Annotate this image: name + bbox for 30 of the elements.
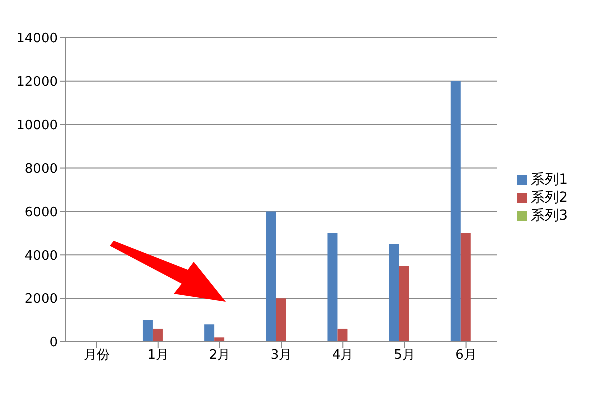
x-tick-label: 5月	[394, 348, 416, 364]
legend-label: 系列3	[531, 208, 568, 224]
x-tick-label: 月份	[84, 348, 110, 364]
y-tick-label: 12000	[16, 75, 58, 90]
bar	[399, 266, 410, 342]
y-tick-label: 6000	[24, 205, 58, 220]
bar	[328, 233, 338, 342]
bar	[266, 212, 276, 342]
legend-label: 系列1	[531, 172, 568, 188]
bar	[152, 328, 163, 342]
bar	[460, 233, 471, 342]
y-tick-label: 2000	[24, 292, 58, 308]
x-tick-label: 6月	[456, 348, 477, 364]
bar	[389, 244, 400, 342]
legend-label: 系列2	[531, 190, 568, 206]
bar	[450, 81, 461, 342]
y-tick-label: 10000	[16, 118, 58, 134]
bar	[338, 328, 348, 342]
bar	[142, 320, 153, 342]
x-tick-label: 2月	[209, 348, 231, 364]
bar	[214, 338, 225, 342]
x-tick-label: 3月	[270, 348, 292, 364]
bar	[276, 298, 286, 342]
y-tick-label: 14000	[16, 32, 58, 47]
x-tick-label: 1月	[148, 348, 170, 364]
y-tick-label: 8000	[24, 162, 58, 177]
y-tick-label: 4000	[24, 248, 58, 264]
y-tick-label: 0	[50, 336, 58, 351]
bar	[204, 324, 215, 342]
x-tick-label: 4月	[332, 348, 354, 364]
